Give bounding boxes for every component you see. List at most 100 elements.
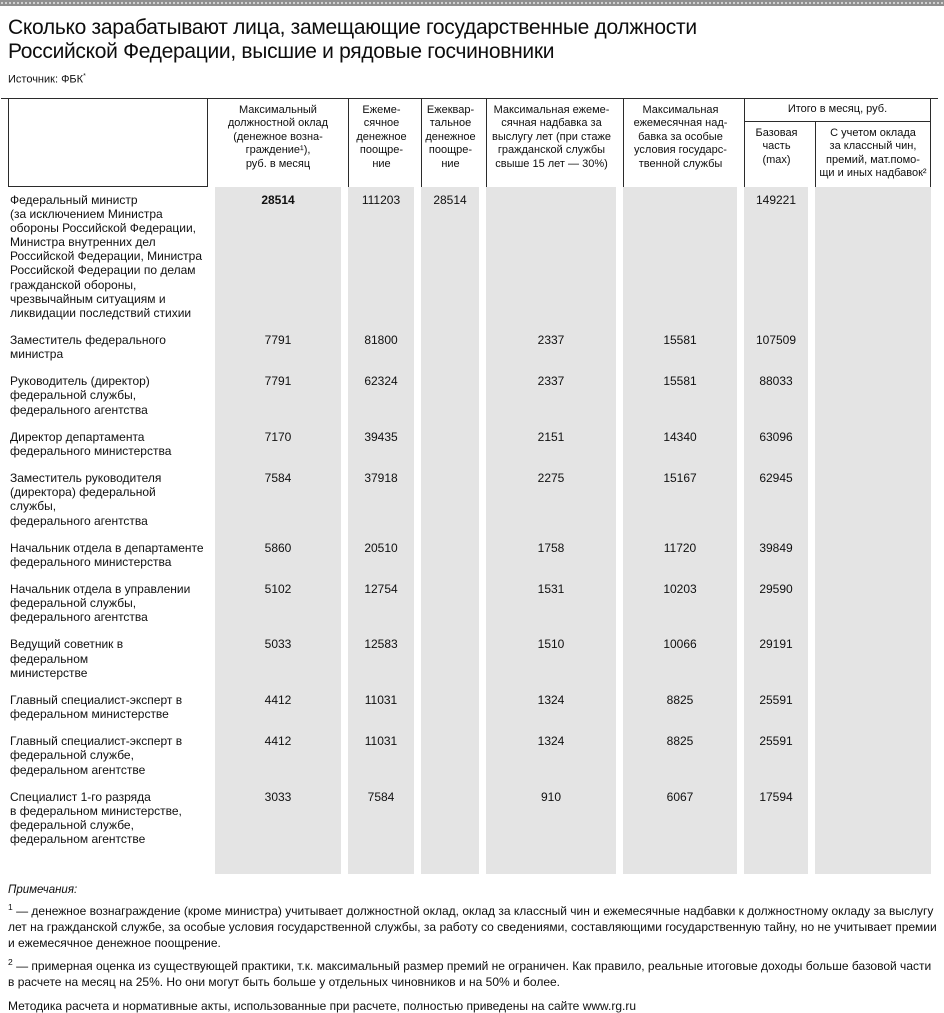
cell-quarterly-bonus — [421, 368, 479, 424]
cell-special-conditions: 15581 — [623, 368, 737, 424]
table-row: Начальник отдела в управлении федерально… — [8, 576, 931, 632]
cell-total-base: 88033 — [744, 368, 808, 424]
cell-seniority-bonus: 1531 — [486, 576, 616, 632]
cell-monthly-bonus: 7584 — [348, 783, 414, 875]
cell-monthly-bonus: 11031 — [348, 728, 414, 784]
cell-seniority-bonus: 1324 — [486, 686, 616, 729]
cell-max-oklad: 5860 — [215, 534, 341, 576]
cell-special-conditions: 10203 — [623, 576, 737, 632]
salary-table: Максимальный должностной оклад (денежное… — [1, 97, 938, 875]
cell-max-oklad: 4412 — [215, 728, 341, 784]
cell-quarterly-bonus — [421, 783, 479, 875]
cell-special-conditions: 14340 — [623, 423, 737, 466]
position-label: Начальник отдела в управлении федерально… — [8, 576, 208, 632]
cell-special-conditions: 6067 — [623, 783, 737, 875]
table-row: Ведущий советник в федеральном министерс… — [8, 631, 931, 687]
table-header-row-sub: Базовая часть (max) С учетом оклада за к… — [8, 121, 931, 187]
cell-monthly-bonus: 37918 — [348, 465, 414, 535]
cell-total-with-bonuses — [815, 576, 931, 632]
position-label: Главный специалист-эксперт в федеральном… — [8, 686, 208, 729]
cell-seniority-bonus: 1510 — [486, 631, 616, 687]
cell-quarterly-bonus — [421, 326, 479, 369]
methodology-line: Методика расчета и нормативные акты, исп… — [8, 999, 637, 1013]
cell-monthly-bonus: 12754 — [348, 576, 414, 632]
cell-total-with-bonuses — [815, 631, 931, 687]
column-header-seniority-bonus: Максимальная ежеме- сячная надбавка за в… — [486, 98, 616, 187]
position-label: Начальник отдела в департаменте федераль… — [8, 534, 208, 576]
cell-special-conditions: 15167 — [623, 465, 737, 535]
table-row: Директор департамента федерального минис… — [8, 423, 931, 466]
source-line: Источник: ФБК* — [8, 73, 944, 86]
cell-total-base: 107509 — [744, 326, 808, 369]
cell-total-base: 62945 — [744, 465, 808, 535]
table-row: Главный специалист-эксперт в федеральной… — [8, 728, 931, 784]
cell-seniority-bonus: 1758 — [486, 534, 616, 576]
cell-quarterly-bonus — [421, 728, 479, 784]
cell-total-with-bonuses — [815, 186, 931, 327]
cell-max-oklad: 3033 — [215, 783, 341, 875]
cell-monthly-bonus: 39435 — [348, 423, 414, 466]
decorative-top-band — [0, 0, 944, 6]
position-label: Главный специалист-эксперт в федеральной… — [8, 728, 208, 784]
cell-total-base: 17594 — [744, 783, 808, 875]
footnote-1-mark: 1 — [8, 902, 13, 913]
table-header-row-top: Максимальный должностной оклад (денежное… — [8, 98, 931, 187]
cell-seniority-bonus: 2275 — [486, 465, 616, 535]
cell-monthly-bonus: 62324 — [348, 368, 414, 424]
cell-quarterly-bonus — [421, 576, 479, 632]
cell-total-with-bonuses — [815, 728, 931, 784]
position-label: Специалист 1-го разряда в федеральном ми… — [8, 783, 208, 875]
cell-monthly-bonus: 11031 — [348, 686, 414, 729]
cell-total-base: 63096 — [744, 423, 808, 466]
notes-title: Примечания: — [8, 884, 78, 897]
cell-total-base: 25591 — [744, 728, 808, 784]
cell-total-with-bonuses — [815, 423, 931, 466]
page-title: Сколько зарабатывают лица, замещающие го… — [8, 16, 697, 64]
footnote-2-text: — примерная оценка из существующей практ… — [8, 959, 932, 989]
cell-total-base: 29590 — [744, 576, 808, 632]
table-row: Заместитель федерального министра 7791 8… — [8, 326, 931, 369]
column-header-special-conditions: Максимальная ежемесячная над- бавка за о… — [623, 98, 737, 187]
cell-total-base: 39849 — [744, 534, 808, 576]
cell-quarterly-bonus — [421, 423, 479, 466]
column-header-max-oklad: Максимальный должностной оклад (денежное… — [227, 103, 329, 170]
cell-special-conditions — [623, 186, 737, 327]
column-header-monthly-bonus: Ежеме- сячное денежное поощре- ние — [348, 98, 414, 187]
cell-total-with-bonuses — [815, 326, 931, 369]
cell-total-with-bonuses — [815, 534, 931, 576]
column-header-with-bonuses: С учетом оклада за классный чин, премий,… — [815, 121, 931, 187]
cell-seniority-bonus: 910 — [486, 783, 616, 875]
cell-special-conditions: 11720 — [623, 534, 737, 576]
table-row: Заместитель руководителя (директора) фед… — [8, 465, 931, 535]
column-header-quarterly-bonus: Ежеквар- тальное денежное поощре- ние — [421, 98, 479, 187]
cell-seniority-bonus: 2151 — [486, 423, 616, 466]
cell-total-base: 25591 — [744, 686, 808, 729]
table-row: Главный специалист-эксперт в федеральном… — [8, 686, 931, 729]
cell-monthly-bonus: 20510 — [348, 534, 414, 576]
cell-special-conditions: 10066 — [623, 631, 737, 687]
cell-monthly-bonus: 12583 — [348, 631, 414, 687]
position-label: Федеральный министр (за исключением Мини… — [8, 186, 208, 327]
cell-max-oklad: 5033 — [215, 631, 341, 687]
cell-special-conditions: 8825 — [623, 728, 737, 784]
cell-quarterly-bonus — [421, 686, 479, 729]
column-header-total-per-month: Итого в месяц, руб. — [744, 98, 931, 122]
cell-total-base: 149221 — [744, 186, 808, 327]
cell-total-with-bonuses — [815, 686, 931, 729]
column-header-base-part: Базовая часть (max) — [744, 121, 808, 187]
cell-quarterly-bonus — [421, 534, 479, 576]
footnote-1-text: — денежное вознаграждение (кроме министр… — [8, 904, 937, 950]
position-label: Заместитель руководителя (директора) фед… — [8, 465, 208, 535]
notes-section: Примечания: 1 — денежное вознаграждение … — [8, 884, 937, 1013]
table-row: Начальник отдела в департаменте федераль… — [8, 534, 931, 576]
position-label: Заместитель федерального министра — [8, 326, 208, 369]
cell-special-conditions: 8825 — [623, 686, 737, 729]
cell-special-conditions: 15581 — [623, 326, 737, 369]
cell-total-base: 29191 — [744, 631, 808, 687]
cell-quarterly-bonus — [421, 631, 479, 687]
cell-max-oklad: 5102 — [215, 576, 341, 632]
cell-max-oklad: 28514 — [215, 186, 341, 327]
cell-quarterly-bonus: 28514 — [421, 186, 479, 327]
cell-max-oklad: 7791 — [215, 368, 341, 424]
table-row: Федеральный министр (за исключением Мини… — [8, 186, 931, 327]
